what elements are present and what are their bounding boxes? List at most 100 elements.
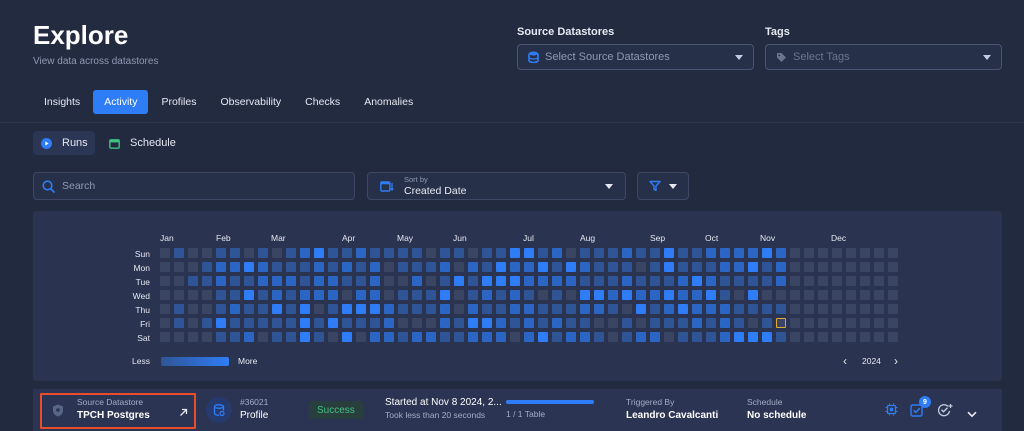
heatmap-cell[interactable] <box>426 304 436 314</box>
heatmap-cell[interactable] <box>412 304 422 314</box>
heatmap-cell[interactable] <box>454 332 464 342</box>
heatmap-cell[interactable] <box>342 304 352 314</box>
heatmap-cell[interactable] <box>230 304 240 314</box>
heatmap-cell[interactable] <box>650 248 660 258</box>
heatmap-cell[interactable] <box>258 248 268 258</box>
heatmap-cell[interactable] <box>748 290 758 300</box>
heatmap-cell[interactable] <box>510 318 520 328</box>
heatmap-cell[interactable] <box>412 332 422 342</box>
heatmap-cell[interactable] <box>846 276 856 286</box>
heatmap-cell[interactable] <box>440 248 450 258</box>
heatmap-cell[interactable] <box>818 318 828 328</box>
heatmap-cell[interactable] <box>230 276 240 286</box>
heatmap-cell[interactable] <box>356 318 366 328</box>
heatmap-cell[interactable] <box>370 262 380 272</box>
heatmap-cell[interactable] <box>804 318 814 328</box>
heatmap-cell[interactable] <box>706 262 716 272</box>
heatmap-cell[interactable] <box>510 262 520 272</box>
heatmap-cell[interactable] <box>846 262 856 272</box>
heatmap-cell[interactable] <box>874 332 884 342</box>
heatmap-cell[interactable] <box>384 304 394 314</box>
heatmap-cell[interactable] <box>468 262 478 272</box>
heatmap-cell[interactable] <box>496 318 506 328</box>
heatmap-cell[interactable] <box>678 276 688 286</box>
heatmap-cell[interactable] <box>580 276 590 286</box>
heatmap-cell[interactable] <box>272 290 282 300</box>
heatmap-cell[interactable] <box>636 290 646 300</box>
heatmap-cell[interactable] <box>398 262 408 272</box>
heatmap-cell[interactable] <box>790 262 800 272</box>
heatmap-cell[interactable] <box>678 248 688 258</box>
heatmap-cell[interactable] <box>482 318 492 328</box>
heatmap-cell[interactable] <box>426 290 436 300</box>
heatmap-cell[interactable] <box>860 290 870 300</box>
heatmap-cell[interactable] <box>314 276 324 286</box>
heatmap-cell[interactable] <box>636 304 646 314</box>
year-next-button[interactable]: › <box>894 354 898 368</box>
heatmap-cell[interactable] <box>286 318 296 328</box>
heatmap-cell[interactable] <box>804 332 814 342</box>
heatmap-cell[interactable] <box>622 248 632 258</box>
heatmap-cell[interactable] <box>496 262 506 272</box>
heatmap-cell[interactable] <box>202 248 212 258</box>
heatmap-cell[interactable] <box>566 318 576 328</box>
heatmap-cell[interactable] <box>706 276 716 286</box>
heatmap-cell[interactable] <box>552 262 562 272</box>
heatmap-cell[interactable] <box>790 304 800 314</box>
heatmap-cell[interactable] <box>566 332 576 342</box>
heatmap-cell[interactable] <box>664 276 674 286</box>
heatmap-cell[interactable] <box>468 304 478 314</box>
heatmap-cell[interactable] <box>328 332 338 342</box>
heatmap-cell[interactable] <box>370 276 380 286</box>
source-datastore-cell[interactable] <box>40 393 196 429</box>
heatmap-cell[interactable] <box>300 318 310 328</box>
heatmap-cell[interactable] <box>776 276 786 286</box>
heatmap-cell[interactable] <box>342 318 352 328</box>
heatmap-cell[interactable] <box>384 276 394 286</box>
heatmap-cell[interactable] <box>860 248 870 258</box>
heatmap-cell[interactable] <box>244 318 254 328</box>
heatmap-cell[interactable] <box>776 262 786 272</box>
run-row[interactable]: Source Datastore TPCH Postgres #36021 Pr… <box>33 389 1002 431</box>
heatmap-cell[interactable] <box>790 276 800 286</box>
heatmap-cell[interactable] <box>202 304 212 314</box>
heatmap-cell[interactable] <box>370 248 380 258</box>
heatmap-cell[interactable] <box>328 262 338 272</box>
heatmap-cell[interactable] <box>832 262 842 272</box>
heatmap-cell[interactable] <box>328 318 338 328</box>
heatmap-cell[interactable] <box>342 276 352 286</box>
heatmap-cell[interactable] <box>398 332 408 342</box>
heatmap-cell[interactable] <box>188 248 198 258</box>
heatmap-cell[interactable] <box>608 290 618 300</box>
heatmap-cell[interactable] <box>370 332 380 342</box>
heatmap-cell[interactable] <box>258 332 268 342</box>
heatmap-cell[interactable] <box>468 248 478 258</box>
heatmap-cell[interactable] <box>762 290 772 300</box>
heatmap-cell[interactable] <box>258 290 268 300</box>
heatmap-cell[interactable] <box>272 332 282 342</box>
heatmap-cell[interactable] <box>174 304 184 314</box>
heatmap-cell[interactable] <box>440 276 450 286</box>
heatmap-cell[interactable] <box>272 304 282 314</box>
heatmap-cell[interactable] <box>328 290 338 300</box>
heatmap-cell[interactable] <box>664 332 674 342</box>
heatmap-cell[interactable] <box>538 304 548 314</box>
heatmap-cell[interactable] <box>678 332 688 342</box>
heatmap-cell[interactable] <box>720 304 730 314</box>
heatmap-cell[interactable] <box>356 262 366 272</box>
heatmap-cell[interactable] <box>692 248 702 258</box>
heatmap-cell[interactable] <box>552 332 562 342</box>
heatmap-cell[interactable] <box>720 318 730 328</box>
heatmap-cell[interactable] <box>888 332 898 342</box>
heatmap-cell[interactable] <box>552 318 562 328</box>
heatmap-cell[interactable] <box>188 290 198 300</box>
heatmap-cell[interactable] <box>524 318 534 328</box>
heatmap-cell[interactable] <box>300 332 310 342</box>
heatmap-cell[interactable] <box>776 290 786 300</box>
heatmap-cell[interactable] <box>426 262 436 272</box>
heatmap-cell[interactable] <box>790 318 800 328</box>
year-prev-button[interactable]: ‹ <box>843 354 847 368</box>
heatmap-cell[interactable] <box>692 262 702 272</box>
heatmap-cell[interactable] <box>734 318 744 328</box>
heatmap-cell[interactable] <box>748 262 758 272</box>
